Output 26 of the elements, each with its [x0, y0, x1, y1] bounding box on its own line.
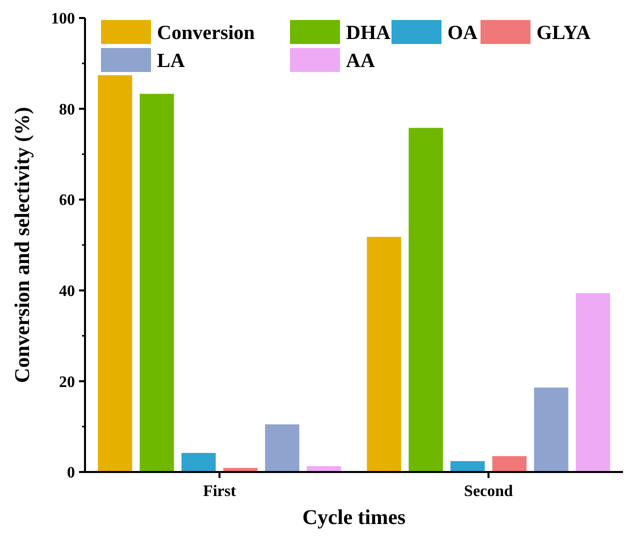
legend-label: LA — [157, 50, 186, 72]
y-axis-title: Conversion and selectivity (%) — [10, 107, 34, 383]
bar — [181, 452, 216, 472]
bar — [408, 128, 443, 472]
bar — [576, 293, 610, 472]
bar — [366, 236, 402, 472]
bar — [98, 75, 132, 472]
legend-label: Conversion — [157, 22, 255, 44]
y-tick-label: 20 — [59, 374, 75, 391]
x-tick-label: Second — [464, 483, 514, 500]
legend-label: GLYA — [536, 22, 592, 44]
y-tick-label: 100 — [51, 10, 75, 28]
bar — [450, 461, 485, 472]
bar — [140, 94, 174, 472]
legend-label: OA — [448, 22, 478, 44]
bar — [534, 388, 568, 472]
x-axis-title: Cycle times — [302, 505, 406, 529]
y-tick-label: 40 — [59, 283, 75, 300]
y-tick-label: 60 — [59, 192, 75, 210]
x-tick-label: First — [203, 483, 237, 500]
y-tick-label: 0 — [67, 464, 75, 482]
legend-label: AA — [346, 50, 376, 72]
legend-label: DHA — [346, 22, 391, 44]
bar — [265, 424, 300, 472]
bar — [492, 456, 527, 472]
y-tick-label: 80 — [59, 101, 75, 118]
